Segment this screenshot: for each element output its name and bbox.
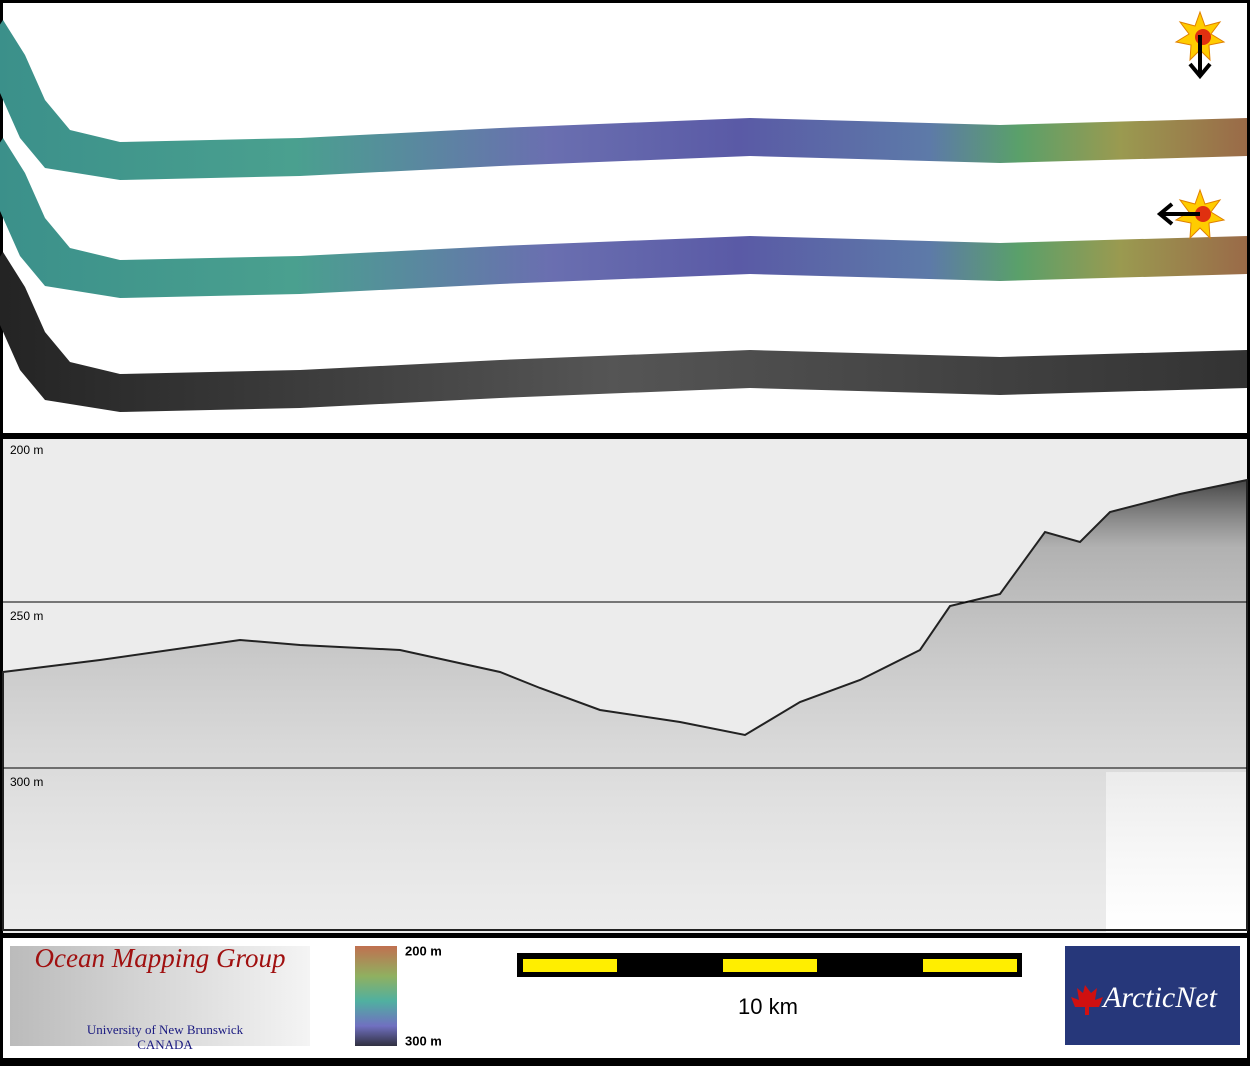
depth-label: 200 m [10,443,43,457]
partner-logo-text: ArcticNet [1101,981,1218,1014]
logo-country: CANADA [137,1037,193,1052]
swath-strips [0,20,1247,412]
logo-title: Ocean Mapping Group [35,943,286,973]
sun-icon [1174,10,1226,80]
swath-strip [0,252,1247,412]
colorbar-label: 200 m [405,943,442,958]
scale-segment [523,959,617,972]
scale-label: 10 km [738,994,798,1019]
omg-logo [10,946,310,1046]
logo-subtitle: University of New Brunswick [87,1022,244,1037]
colorbar [355,946,397,1046]
scale-segment [923,959,1017,972]
swath-strip [0,20,1247,180]
seabed-reflector [2,478,1248,931]
depth-label: 250 m [10,609,43,623]
swath-strip [0,138,1247,298]
sun-icon [1156,188,1226,240]
scale-segment [723,959,817,972]
colorbar-label: 300 m [405,1033,442,1048]
depth-label: 300 m [10,775,43,789]
maple-leaf [1071,985,1103,1015]
